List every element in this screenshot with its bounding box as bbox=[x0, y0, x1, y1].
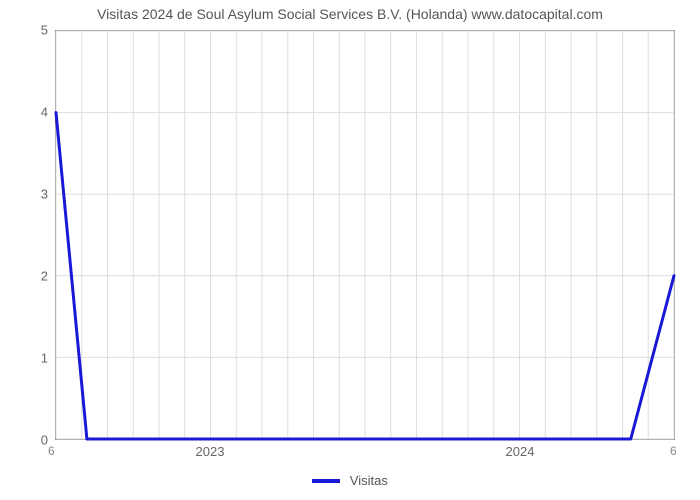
y-tick-label: 1 bbox=[8, 351, 48, 366]
y-tick-label: 4 bbox=[8, 105, 48, 120]
series-layer bbox=[56, 31, 674, 439]
y-tick-label: 0 bbox=[8, 433, 48, 448]
chart-container: Visitas 2024 de Soul Asylum Social Servi… bbox=[0, 0, 700, 500]
y-tick-label: 5 bbox=[8, 23, 48, 38]
x-corner-right: 6 bbox=[670, 444, 677, 458]
legend-label: Visitas bbox=[350, 473, 388, 488]
legend-swatch bbox=[312, 479, 340, 483]
legend: Visitas bbox=[0, 472, 700, 488]
y-tick-label: 3 bbox=[8, 187, 48, 202]
x-tick-label: 2023 bbox=[196, 444, 225, 459]
x-tick-label: 2024 bbox=[506, 444, 535, 459]
x-corner-left: 6 bbox=[48, 444, 55, 458]
plot-area bbox=[55, 30, 675, 440]
y-tick-label: 2 bbox=[8, 269, 48, 284]
chart-title: Visitas 2024 de Soul Asylum Social Servi… bbox=[0, 6, 700, 22]
